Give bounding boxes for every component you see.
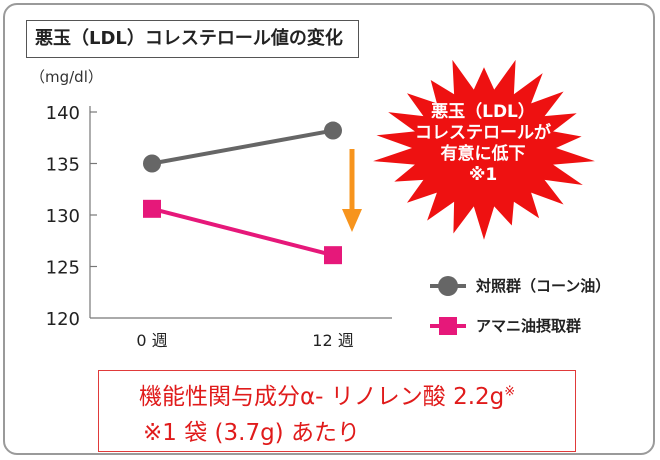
legend-label-linseed: アマニ油摂取群 (476, 317, 582, 335)
chart-axes: （mg/dl） 120 125 130 135 140 0 週 12 週 (30, 68, 392, 350)
rounded-frame (3, 3, 655, 455)
burst-layer (342, 59, 595, 240)
legend-item-control: 対照群（コーン油） (430, 272, 650, 312)
x-tick-label: 12 週 (312, 331, 353, 350)
series-line (151, 128, 334, 166)
data-point-square (143, 199, 161, 218)
burst-line-2: コレステロールが (415, 123, 551, 143)
arrow-shaft (349, 149, 355, 209)
burst-line-4: ※1 (468, 165, 498, 185)
series-layer (143, 121, 342, 265)
y-tick-label: 130 (46, 206, 80, 227)
series-line (151, 206, 334, 258)
footnote-text-1: 機能性関与成分α- リノレン酸 2.2g (139, 384, 505, 410)
y-axis-unit-label: （mg/dl） (30, 68, 103, 86)
chart-legend: 対照群（コーン油） アマニ油摂取群 (430, 272, 650, 352)
legend-square-marker (439, 317, 457, 335)
data-point-circle (324, 121, 342, 140)
legend-circle-marker (438, 276, 458, 296)
data-point-circle (143, 154, 161, 173)
y-tick-label: 120 (46, 309, 80, 330)
burst-line-3: 有意に低下 (440, 144, 526, 164)
footnote-line-2: ※1 袋 (3.7g) あたり (143, 420, 360, 446)
down-arrow-icon (342, 209, 362, 232)
legend-label-control: 対照群（コーン油） (476, 277, 611, 295)
starburst-shape (373, 59, 595, 240)
chart-title: 悪玉（LDL）コレステロール値の変化 (26, 20, 359, 58)
y-tick-label: 140 (46, 103, 80, 124)
annotation-burst-text: 悪玉（LDL） コレステロールが 有意に低下 ※1 (398, 102, 568, 186)
x-tick-label: 0 週 (136, 331, 167, 350)
legend-item-linseed: アマニ油摂取群 (430, 312, 650, 352)
y-tick-label: 135 (46, 155, 80, 176)
footnote-box: 機能性関与成分α- リノレン酸 2.2g※ ※1 袋 (3.7g) あたり (98, 370, 576, 452)
footnote-line-1: 機能性関与成分α- リノレン酸 2.2g※ (139, 377, 515, 411)
data-point-square (324, 246, 342, 265)
footnote-sup: ※ (504, 384, 516, 400)
y-tick-label: 125 (46, 258, 80, 279)
burst-line-1: 悪玉（LDL） (431, 102, 535, 122)
